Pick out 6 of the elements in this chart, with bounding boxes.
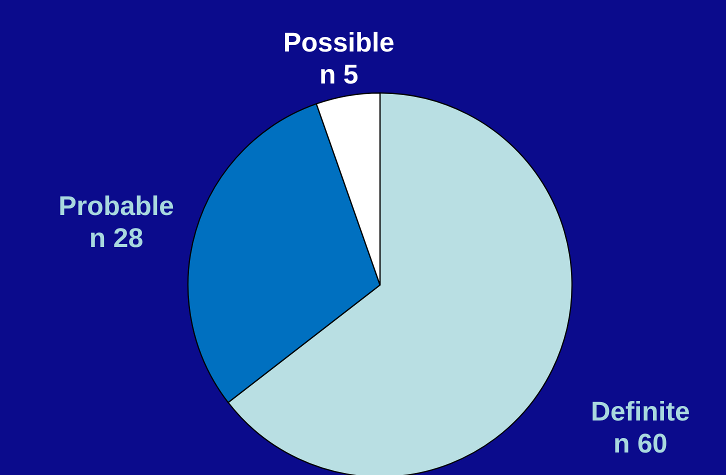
slice-label: Probable — [58, 191, 174, 222]
slice-label: Possible — [283, 27, 394, 58]
slice-label: Definite — [590, 396, 690, 427]
data-label: n 60 — [613, 428, 668, 459]
data-label: n 5 — [319, 59, 358, 90]
data-label: n 28 — [89, 223, 144, 254]
